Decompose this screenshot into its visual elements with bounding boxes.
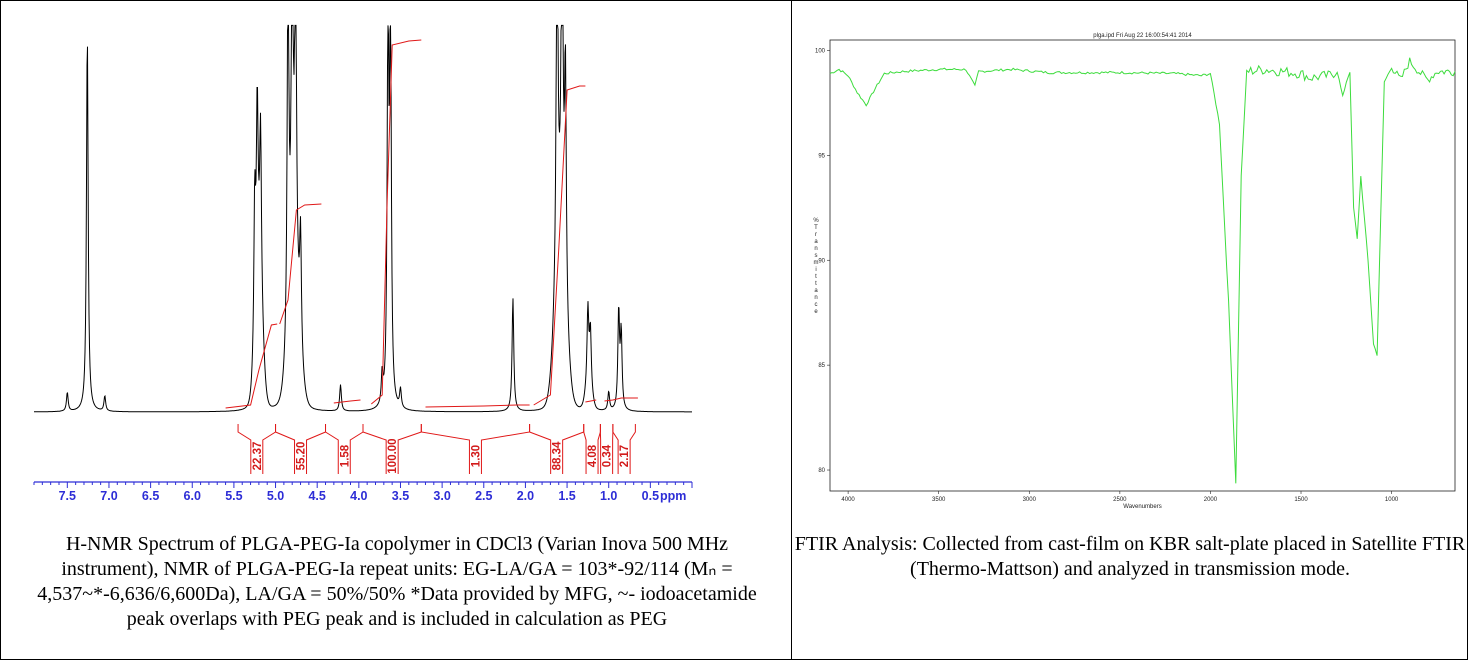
integral-bracket-5 [529,424,585,474]
integral-bracket-8 [612,424,636,474]
ftir-x-tick-label: 3000 [1023,497,1037,503]
integral-label-5: 88.34 [552,441,564,470]
ftir-y-tick-label: 80 [818,468,825,474]
nmr-panel: 22.37 55.20 1.58 100.00 1.30 88.34 4.08 0.34 2.1… [33,24,757,630]
nmr-x-tick-label: 2.0 [517,489,534,503]
nmr-x-axis-unit: ppm [660,489,686,503]
integral-bracket-7 [599,424,614,474]
nmr-caption: H-NMR Spectrum of PLGA-PEG-Ia copolymer … [37,533,757,630]
integral-label-2: 1.58 [339,444,351,467]
ftir-caption: FTIR Analysis: Collected from cast-film … [794,533,1466,580]
ftir-x-tick-label: 1000 [1385,497,1399,503]
integral-label-1: 55.20 [296,442,308,471]
nmr-x-tick-label: 7.0 [100,489,117,503]
nmr-x-tick-label: 0.5 [642,489,659,503]
cell-divider [791,0,792,660]
integral-label-3: 100.00 [387,438,399,473]
integral-bracket-6 [583,424,601,474]
nmr-x-tick-label: 1.5 [558,489,575,503]
nmr-spectrum-line [34,24,692,413]
ftir-x-tick-label: 3500 [932,497,946,503]
integral-curve-7 [604,399,613,402]
ftir-plot-frame [829,39,1456,492]
nmr-x-tick-label: 2.5 [475,489,492,503]
integral-bracket-4 [420,424,531,474]
nmr-x-tick-label: 3.0 [433,489,450,503]
nmr-x-tick-label: 3.5 [392,489,409,503]
ftir-y-tick-label: 95 [818,153,825,159]
integral-bracket-1 [275,424,327,474]
integral-bracket-3 [362,424,422,474]
nmr-x-tick-label: 6.5 [142,489,159,503]
integral-curve-8 [612,397,638,401]
integral-curve-5 [533,85,586,406]
ftir-x-axis-label: Wavenumbers [1123,504,1161,510]
nmr-x-tick-label: 6.0 [184,489,201,503]
integral-curve-0 [225,323,278,409]
ftir-x-tick-label: 2500 [1113,497,1127,503]
integral-curve-2 [333,399,361,404]
nmr-x-tick-label: 7.5 [59,489,76,503]
ftir-title: plga.ipd Fri Aug 22 16:00:54:41 2014 [1093,33,1192,39]
ftir-x-tick-label: 4000 [841,497,855,503]
ftir-spectrum-line-0 [829,57,1456,484]
ftir-y-tick-label: 85 [818,363,825,369]
integral-label-7: 0.34 [602,444,614,467]
ftir-y-tick-label: 90 [818,258,825,264]
integral-bracket-2 [325,424,364,474]
integral-curve-6 [585,399,597,403]
integral-label-8: 2.17 [619,445,631,467]
integral-bracket-0 [237,424,277,474]
ftir-y-tick-label: 100 [815,48,826,54]
integral-curve-4 [425,404,530,408]
integral-label-0: 22.37 [252,442,264,471]
nmr-x-tick-label: 4.5 [308,489,325,503]
integral-label-6: 4.08 [587,444,599,467]
nmr-x-tick-label: 5.0 [267,489,284,503]
ftir-x-tick-label: 2000 [1204,497,1218,503]
nmr-x-tick-label: 4.0 [350,489,367,503]
nmr-x-tick-label: 5.5 [225,489,242,503]
integral-label-4: 1.30 [470,445,482,467]
ftir-x-tick-label: 1500 [1294,497,1308,503]
integral-curve-1 [279,203,322,325]
ftir-spectrum-chart: plga.ipd Fri Aug 22 16:00:54:41 2014 4000… [813,33,1456,510]
ftir-panel: plga.ipd Fri Aug 22 16:00:54:41 2014 4000… [792,0,1468,660]
integral-curve-3 [370,39,422,405]
nmr-spectrum-chart: 22.37 55.20 1.58 100.00 1.30 88.34 4.08 0.34 2.1… [33,24,693,503]
nmr-x-tick-label: 1.0 [600,489,617,503]
